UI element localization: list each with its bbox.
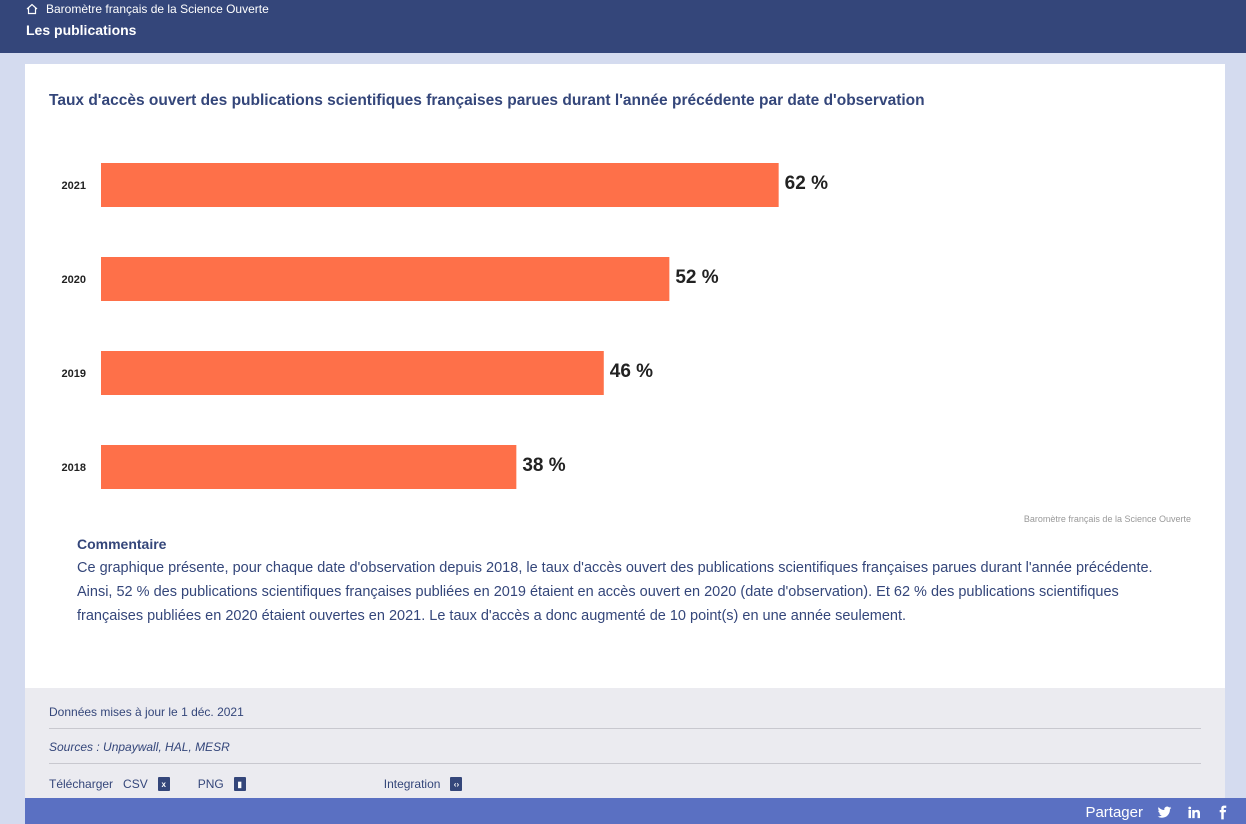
share-bar: Partager — [25, 798, 1246, 824]
y-tick-label: 2021 — [62, 180, 86, 192]
breadcrumb-label: Baromètre français de la Science Ouverte — [46, 2, 269, 16]
y-tick-label: 2019 — [62, 368, 86, 380]
comment-paragraph-2: Ainsi, 52 % des publications scientifiqu… — [77, 584, 1119, 624]
twitter-icon[interactable] — [1157, 805, 1172, 820]
top-header: Baromètre français de la Science Ouverte… — [0, 0, 1246, 53]
png-download-link[interactable]: PNG — [197, 777, 224, 791]
comment-heading: Commentaire — [77, 536, 167, 552]
chart-title: Taux d'accès ouvert des publications sci… — [49, 92, 925, 109]
data-label: 52 % — [675, 267, 718, 288]
y-tick-label: 2018 — [62, 462, 86, 474]
facebook-icon[interactable] — [1215, 805, 1230, 820]
share-group: Partager — [1085, 804, 1230, 821]
csv-download-link[interactable]: CSV — [123, 777, 148, 791]
bar-2021[interactable] — [101, 163, 779, 207]
y-tick-label: 2020 — [62, 274, 86, 286]
download-label: Télécharger — [49, 777, 114, 791]
page-title: Les publications — [26, 22, 137, 38]
bar-2018[interactable] — [101, 445, 517, 489]
data-label: 62 % — [785, 173, 828, 194]
breadcrumb[interactable]: Baromètre français de la Science Ouverte — [26, 2, 269, 16]
download-row: Télécharger CSV x PNG ▮ Integration ‹› — [49, 777, 480, 791]
bar-chart: 2021 62 % 2020 52 % 2019 46 % 2018 38 % — [62, 163, 828, 489]
data-label: 46 % — [610, 361, 653, 382]
share-label: Partager — [1085, 804, 1143, 821]
csv-file-icon[interactable]: x — [157, 777, 170, 791]
home-icon — [26, 3, 38, 15]
bar-2019[interactable] — [101, 351, 604, 395]
code-file-icon[interactable]: ‹› — [450, 777, 463, 791]
integration-link[interactable]: Integration — [383, 777, 441, 791]
bar-2020[interactable] — [101, 257, 670, 301]
divider — [49, 763, 1201, 764]
chart-footer: Données mises à jour le 1 déc. 2021 Sour… — [25, 688, 1225, 798]
chart-card: Taux d'accès ouvert des publications sci… — [25, 64, 1225, 688]
chart-credit: Baromètre français de la Science Ouverte — [1023, 514, 1191, 524]
divider — [49, 728, 1201, 729]
linkedin-icon[interactable] — [1186, 805, 1201, 820]
sources: Sources : Unpaywall, HAL, MESR — [49, 740, 230, 754]
comment-paragraph-1: Ce graphique présente, pour chaque date … — [77, 560, 1153, 576]
comment-section: Commentaire Ce graphique présente, pour … — [77, 532, 1187, 628]
png-file-icon[interactable]: ▮ — [233, 777, 246, 791]
update-date: Données mises à jour le 1 déc. 2021 — [49, 705, 244, 719]
data-label: 38 % — [522, 455, 565, 476]
